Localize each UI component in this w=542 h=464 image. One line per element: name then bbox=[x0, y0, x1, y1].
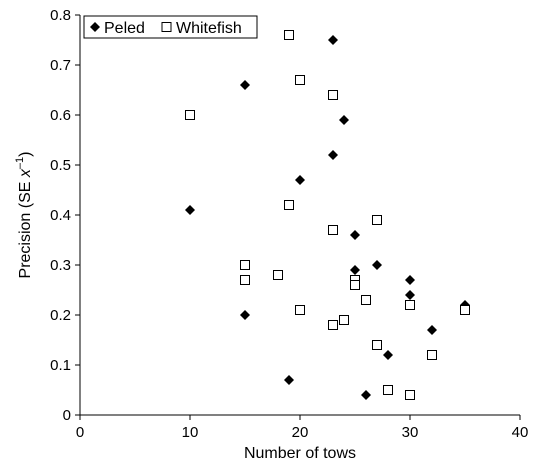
y-tick-label: 0.8 bbox=[50, 7, 71, 24]
y-tick-label: 0.5 bbox=[50, 157, 71, 174]
data-point-whitefish bbox=[350, 280, 360, 290]
y-axis-title-exponent: –1 bbox=[14, 157, 26, 169]
data-point-peled bbox=[350, 265, 360, 275]
data-point-peled bbox=[240, 80, 250, 90]
y-axis-title-main: Precision (SE bbox=[17, 177, 34, 278]
data-point-whitefish bbox=[372, 215, 382, 225]
data-point-whitefish bbox=[372, 340, 382, 350]
data-point-peled bbox=[295, 175, 305, 185]
y-tick-label: 0.3 bbox=[50, 257, 71, 274]
y-tick-label: 0.7 bbox=[50, 57, 71, 74]
legend-marker-peled bbox=[90, 22, 100, 32]
legend-marker-whitefish bbox=[161, 22, 172, 32]
x-tick-label: 20 bbox=[292, 424, 309, 441]
axes: 0 10 20 30 40 0 0.1 0.2 0.3 0.4 0.5 0.6 0.7 0.8 bbox=[50, 7, 528, 441]
data-point-peled bbox=[361, 390, 371, 400]
y-tick-label: 0.1 bbox=[50, 357, 71, 374]
data-point-whitefish bbox=[383, 385, 393, 395]
data-points bbox=[185, 30, 470, 400]
y-axis-title: Precision (SE x–1) bbox=[14, 152, 34, 279]
y-axis-title-variable: x bbox=[17, 168, 34, 178]
x-tick-label: 40 bbox=[512, 424, 529, 441]
data-point-whitefish bbox=[405, 390, 415, 400]
data-point-whitefish bbox=[185, 110, 195, 120]
data-point-whitefish bbox=[328, 90, 338, 100]
legend-label-whitefish: Whitefish bbox=[176, 20, 242, 37]
x-ticks: 0 10 20 30 40 bbox=[76, 415, 529, 441]
data-point-peled bbox=[350, 230, 360, 240]
data-point-peled bbox=[328, 150, 338, 160]
y-tick-label: 0 bbox=[63, 407, 71, 424]
y-axis-title-close: ) bbox=[17, 152, 34, 157]
data-point-peled bbox=[339, 115, 349, 125]
data-point-peled bbox=[240, 310, 250, 320]
y-ticks: 0 0.1 0.2 0.3 0.4 0.5 0.6 0.7 0.8 bbox=[50, 7, 80, 424]
data-point-whitefish bbox=[295, 75, 305, 85]
data-point-peled bbox=[405, 275, 415, 285]
y-tick-label: 0.6 bbox=[50, 107, 71, 124]
data-point-peled bbox=[284, 375, 294, 385]
data-point-whitefish bbox=[295, 305, 305, 315]
x-tick-label: 0 bbox=[76, 424, 84, 441]
data-point-peled bbox=[185, 205, 195, 215]
data-point-whitefish bbox=[361, 295, 371, 305]
data-point-whitefish bbox=[240, 275, 250, 285]
data-point-whitefish bbox=[273, 270, 283, 280]
data-point-peled bbox=[328, 35, 338, 45]
y-tick-label: 0.4 bbox=[50, 207, 71, 224]
data-point-whitefish bbox=[328, 225, 338, 235]
data-point-whitefish bbox=[328, 320, 338, 330]
data-point-whitefish bbox=[339, 315, 349, 325]
data-point-peled bbox=[405, 290, 415, 300]
data-point-whitefish bbox=[427, 350, 437, 360]
data-point-peled bbox=[372, 260, 382, 270]
x-tick-label: 10 bbox=[182, 424, 199, 441]
data-point-whitefish bbox=[284, 30, 294, 40]
data-point-whitefish bbox=[240, 260, 250, 270]
x-axis-title: Number of tows bbox=[244, 445, 356, 462]
data-point-whitefish bbox=[460, 305, 470, 315]
x-tick-label: 30 bbox=[402, 424, 419, 441]
data-point-whitefish bbox=[284, 200, 294, 210]
data-point-whitefish bbox=[405, 300, 415, 310]
legend: Peled Whitefish bbox=[83, 15, 258, 39]
legend-label-peled: Peled bbox=[104, 20, 145, 37]
data-point-peled bbox=[383, 350, 393, 360]
data-point-peled bbox=[427, 325, 437, 335]
y-tick-label: 0.2 bbox=[50, 307, 71, 324]
